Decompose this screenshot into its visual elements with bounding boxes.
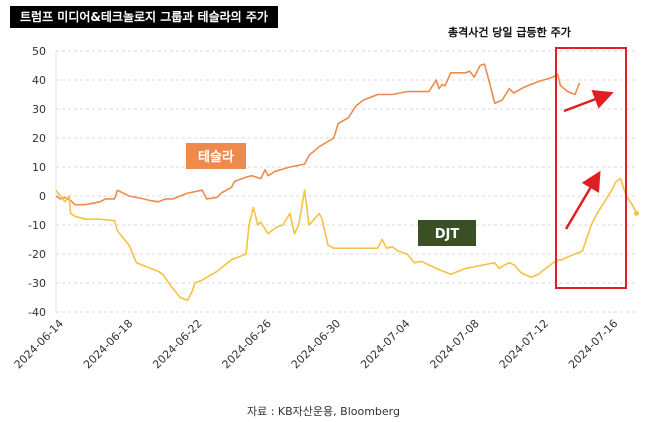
series-line-djt bbox=[55, 177, 638, 302]
x-axis: 2024-06-14 2024-06-18 2024-06-22 2024-06-26… bbox=[12, 317, 621, 371]
djt-label-box bbox=[418, 220, 476, 246]
y-tick-label: 30 bbox=[32, 103, 46, 116]
highlight-box bbox=[555, 47, 627, 289]
y-tick-label: 50 bbox=[32, 45, 46, 58]
gridlines bbox=[55, 50, 638, 313]
y-tick-label: -30 bbox=[28, 277, 46, 290]
highlight-rect bbox=[555, 47, 627, 289]
highlight-annotation: 총격사건 당일 급등한 주가 bbox=[448, 26, 571, 39]
x-tick-label: 2024-07-12 bbox=[497, 317, 551, 371]
x-tick-label: 2024-06-14 bbox=[12, 317, 66, 371]
x-tick-label: 2024-06-30 bbox=[289, 317, 343, 371]
y-axis: 50 40 30 20 10 0 -10 -20 -30 -40 bbox=[28, 45, 46, 319]
x-tick-label: 2024-06-18 bbox=[81, 317, 135, 371]
x-tick-label: 2024-07-08 bbox=[427, 317, 481, 371]
y-tick-label: 10 bbox=[32, 161, 46, 174]
y-tick-label: -40 bbox=[28, 306, 46, 319]
chart-title: 트럼프 미디어&테크놀로지 그룹과 테슬라의 주가 bbox=[10, 6, 278, 28]
y-tick-label: -20 bbox=[28, 248, 46, 261]
series-line-tesla bbox=[55, 63, 581, 206]
y-tick-label: -10 bbox=[28, 219, 46, 232]
series-end-point bbox=[634, 210, 640, 216]
y-tick-label: 20 bbox=[32, 132, 46, 145]
tesla-label: 테슬라 bbox=[198, 149, 234, 165]
series-lines bbox=[55, 63, 640, 302]
x-tick-label: 2024-07-04 bbox=[358, 317, 412, 371]
x-tick-label: 2024-07-16 bbox=[566, 317, 620, 371]
djt-label: DJT bbox=[435, 227, 460, 242]
x-tick-label: 2024-06-26 bbox=[220, 317, 274, 371]
djt-arrow bbox=[564, 170, 601, 230]
x-tick-label: 2024-06-22 bbox=[150, 317, 204, 371]
series-labels: 테슬라 DJT bbox=[186, 143, 476, 246]
tesla-arrow bbox=[563, 89, 614, 113]
tesla-label-box bbox=[186, 143, 246, 169]
source-note: 자료 : KB자산운용, Bloomberg bbox=[246, 405, 400, 418]
y-tick-label: 40 bbox=[32, 74, 46, 87]
y-tick-label: 0 bbox=[39, 190, 46, 203]
